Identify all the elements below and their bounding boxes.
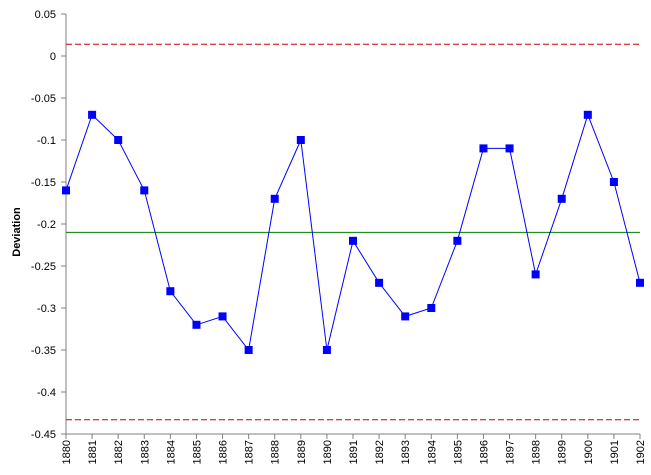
x-tick-label: 1902 — [635, 440, 647, 464]
x-axis: 1880 1881 1882 1883 1884 1885 1886 1887 1888 1889… — [61, 433, 647, 464]
y-tick-label: -0.1 — [37, 135, 56, 147]
data-point — [88, 110, 97, 119]
data-point — [427, 304, 436, 312]
x-tick-label: 1900 — [583, 440, 595, 464]
y-tick-label: -0.05 — [31, 93, 56, 105]
y-tick-label: -0.25 — [31, 261, 56, 273]
x-tick-label: 1882 — [113, 440, 125, 464]
data-point — [270, 194, 279, 203]
data-point — [192, 320, 201, 329]
y-tick-label: -0.4 — [37, 387, 56, 399]
data-point — [636, 278, 644, 287]
x-tick-label: 1891 — [348, 440, 360, 464]
data-point — [505, 144, 514, 153]
y-tick-label: 0 — [50, 51, 56, 63]
data-point — [375, 278, 384, 287]
y-tick-label: -0.2 — [37, 219, 56, 231]
y-tick-label: -0.35 — [31, 345, 56, 357]
data-point — [609, 178, 618, 186]
x-tick-label: 1895 — [452, 440, 464, 464]
data-point — [583, 110, 592, 119]
data-point — [531, 270, 540, 279]
x-tick-label: 1892 — [374, 440, 386, 464]
data-point — [401, 312, 410, 321]
series-deviation — [62, 110, 644, 354]
data-point — [114, 136, 123, 144]
x-tick-label: 1888 — [270, 440, 282, 464]
y-tick-label: -0.3 — [37, 303, 56, 315]
data-point — [218, 312, 227, 321]
y-tick-label: -0.15 — [31, 177, 56, 189]
x-tick-label: 1880 — [61, 440, 73, 464]
x-tick-label: 1897 — [505, 440, 517, 464]
data-point — [296, 136, 305, 144]
x-tick-label: 1886 — [218, 440, 230, 464]
data-point — [140, 186, 149, 195]
x-tick-label: 1894 — [426, 440, 438, 464]
reference-lines — [66, 43, 640, 421]
x-tick-label: 1885 — [191, 440, 203, 464]
x-tick-label: 1893 — [400, 440, 412, 464]
x-tick-label: 1899 — [557, 440, 569, 464]
data-point — [453, 236, 462, 245]
x-tick-label: 1887 — [244, 440, 256, 464]
data-point — [557, 194, 566, 203]
x-tick-label: 1898 — [531, 440, 543, 464]
data-point — [479, 144, 488, 153]
y-axis-title: Deviation — [11, 207, 23, 257]
y-tick-label: 0.05 — [35, 9, 56, 21]
x-tick-label: 1883 — [139, 440, 151, 464]
data-point — [62, 186, 70, 195]
y-tick-label: -0.45 — [31, 429, 56, 441]
x-tick-label: 1889 — [296, 440, 308, 464]
x-tick-label: 1884 — [165, 440, 177, 464]
data-point — [166, 287, 175, 296]
y-axis: 0.05 0 -0.05 -0.1 -0.15 -0.2 -0.25 -0.3 -0.35 -0.… — [31, 9, 67, 441]
x-tick-label: 1890 — [322, 440, 334, 464]
x-tick-label: 1881 — [87, 440, 99, 464]
x-tick-label: 1896 — [478, 440, 490, 464]
data-point — [322, 346, 331, 354]
data-point — [349, 236, 357, 245]
data-point — [244, 346, 253, 354]
x-tick-label: 1901 — [609, 440, 621, 464]
